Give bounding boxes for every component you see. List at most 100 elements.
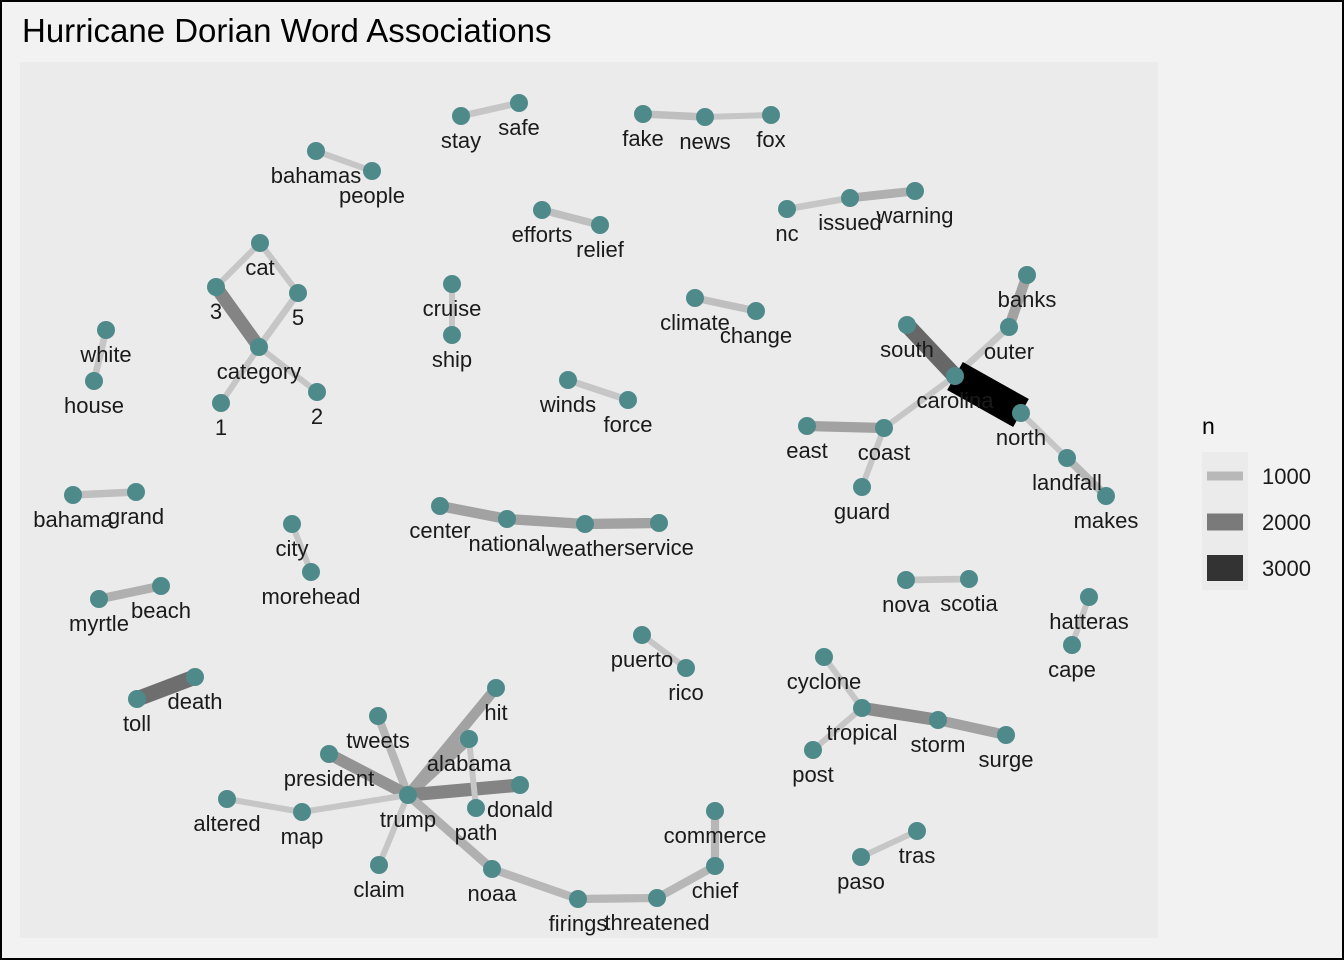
edge-trump-alabama bbox=[404, 735, 473, 799]
edge-carolina-north bbox=[947, 362, 1029, 427]
node-issued bbox=[841, 189, 859, 207]
node-1 bbox=[212, 394, 230, 412]
edge-east-coast bbox=[806, 420, 885, 434]
node-label-city: city bbox=[276, 536, 309, 561]
edge-weather-service bbox=[584, 517, 660, 530]
node-label-paso: paso bbox=[837, 869, 885, 894]
node-label-puerto: puerto bbox=[611, 647, 673, 672]
legend-label-2000: 2000 bbox=[1262, 510, 1311, 535]
edge-trump-claim bbox=[376, 793, 411, 867]
nodes-layer bbox=[64, 94, 1115, 908]
node-people bbox=[363, 162, 381, 180]
node-label-issued: issued bbox=[818, 210, 882, 235]
edge-issued-warning bbox=[849, 186, 916, 203]
node-climate bbox=[686, 289, 704, 307]
node-death bbox=[186, 668, 204, 686]
node-white bbox=[97, 321, 115, 339]
node-label-5: 5 bbox=[292, 305, 304, 330]
edge-nc-issued bbox=[786, 194, 851, 213]
node-label-post: post bbox=[792, 762, 834, 787]
node-5 bbox=[289, 284, 307, 302]
node-scotia bbox=[960, 570, 978, 588]
edge-altered-map bbox=[226, 796, 303, 815]
edge-threatened-chief bbox=[655, 862, 717, 902]
node-bahamas bbox=[307, 142, 325, 160]
edge-category-1 bbox=[218, 345, 262, 405]
node-label-ship: ship bbox=[432, 347, 472, 372]
node-center bbox=[431, 497, 449, 515]
node-label-outer: outer bbox=[984, 339, 1034, 364]
node-label-morehead: morehead bbox=[261, 584, 360, 609]
edge-toll-death bbox=[134, 669, 198, 707]
node-commerce bbox=[706, 802, 724, 820]
node-label-carolina: carolina bbox=[916, 388, 994, 413]
node-south bbox=[898, 316, 916, 334]
node-label-news: news bbox=[679, 129, 730, 154]
edge-noaa-firings bbox=[490, 865, 580, 903]
node-stay bbox=[452, 107, 470, 125]
node-grand bbox=[127, 483, 145, 501]
node-weather bbox=[576, 515, 594, 533]
node-label-cyclone: cyclone bbox=[787, 669, 862, 694]
node-hit bbox=[487, 679, 505, 697]
node-label-bahama: bahama bbox=[33, 507, 113, 532]
node-label-chief: chief bbox=[692, 878, 739, 903]
node-altered bbox=[218, 790, 236, 808]
node-label-alabama: alabama bbox=[427, 751, 512, 776]
node-2 bbox=[308, 383, 326, 401]
node-toll bbox=[128, 690, 146, 708]
node-category bbox=[250, 338, 268, 356]
node-cyclone bbox=[815, 648, 833, 666]
legend: n 1000 2000 3000 bbox=[1202, 413, 1311, 590]
node-label-rico: rico bbox=[668, 680, 703, 705]
node-label-force: force bbox=[604, 412, 653, 437]
node-storm bbox=[929, 711, 947, 729]
node-house bbox=[85, 372, 103, 390]
plot-panel bbox=[20, 62, 1158, 938]
node-label-coast: coast bbox=[858, 440, 911, 465]
edge-news-fox bbox=[704, 112, 772, 120]
node-label-1: 1 bbox=[215, 415, 227, 440]
node-path bbox=[467, 799, 485, 817]
edge-5-category bbox=[256, 291, 301, 349]
node-label-banks: banks bbox=[998, 287, 1057, 312]
node-coast bbox=[875, 419, 893, 437]
edge-trump-donald bbox=[407, 778, 521, 802]
node-efforts bbox=[533, 201, 551, 219]
node-post bbox=[804, 741, 822, 759]
node-tras bbox=[908, 822, 926, 840]
node-label-climate: climate bbox=[660, 310, 730, 335]
node-label-fox: fox bbox=[756, 127, 785, 152]
node-label-nova: nova bbox=[882, 592, 930, 617]
node-label-myrtle: myrtle bbox=[69, 611, 129, 636]
node-label-trump: trump bbox=[380, 807, 436, 832]
node-noaa bbox=[483, 860, 501, 878]
edge-banks-outer bbox=[1004, 273, 1032, 329]
edges-layer bbox=[72, 99, 1109, 904]
node-label-category: category bbox=[217, 359, 301, 384]
node-trump bbox=[399, 786, 417, 804]
node-hatteras bbox=[1080, 588, 1098, 606]
node-firings bbox=[569, 890, 587, 908]
node-label-efforts: efforts bbox=[512, 222, 573, 247]
node-president bbox=[320, 745, 338, 763]
edge-cat-3 bbox=[213, 240, 263, 290]
node-label-people: people bbox=[339, 183, 405, 208]
edge-cat-5 bbox=[257, 241, 301, 295]
node-label-beach: beach bbox=[131, 598, 191, 623]
node-label-service: service bbox=[624, 535, 694, 560]
node-label-commerce: commerce bbox=[664, 823, 767, 848]
node-label-white: white bbox=[79, 342, 131, 367]
edge-center-national bbox=[439, 500, 508, 525]
node-label-cape: cape bbox=[1048, 657, 1096, 682]
node-label-tras: tras bbox=[899, 843, 936, 868]
node-outer bbox=[1000, 318, 1018, 336]
node-label-toll: toll bbox=[123, 711, 151, 736]
edge-coast-guard bbox=[859, 426, 887, 489]
node-fox bbox=[762, 106, 780, 124]
node-banks bbox=[1018, 266, 1036, 284]
node-winds bbox=[559, 371, 577, 389]
node-label-makes: makes bbox=[1074, 508, 1139, 533]
node-relief bbox=[591, 216, 609, 234]
edge-landfall-makes bbox=[1064, 455, 1109, 499]
